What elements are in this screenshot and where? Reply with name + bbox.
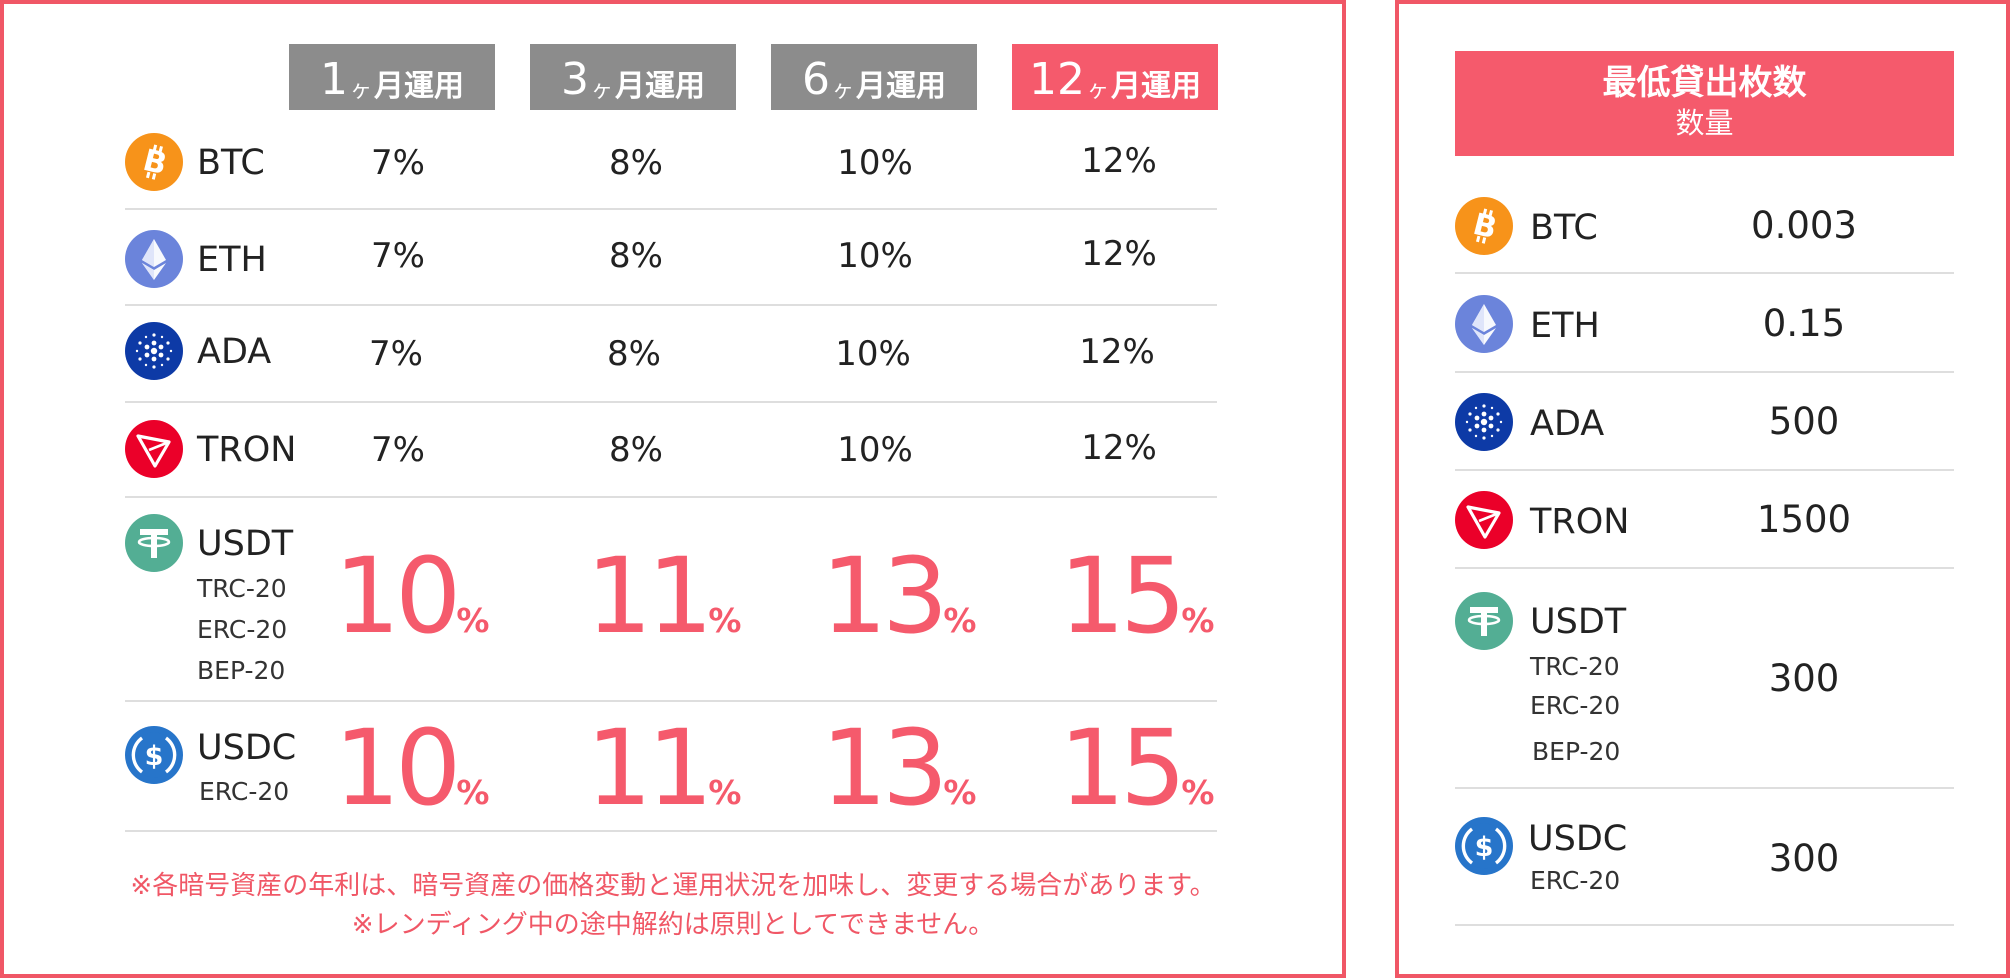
tab-number: 1 xyxy=(319,54,348,105)
minimum-panel xyxy=(1395,0,2010,978)
tab-number: 6 xyxy=(801,54,830,105)
rate-3m: 8% xyxy=(609,430,663,470)
tab-word: 月運用 xyxy=(374,69,464,104)
minimum-subtitle: 数量 xyxy=(1675,106,1734,140)
tab-number: 12 xyxy=(1028,54,1085,105)
row-divider xyxy=(125,304,1217,306)
row-symbol: USDC xyxy=(197,728,297,768)
rate-6m: 10% xyxy=(835,334,911,374)
row-symbol: ETH xyxy=(1530,306,1600,346)
rate-3m-big: 11% xyxy=(586,535,742,657)
rate-12m: 12% xyxy=(1081,141,1157,181)
row-symbol: TRON xyxy=(1530,502,1630,542)
row-symbol: ETH xyxy=(197,240,267,280)
rate-12m: 12% xyxy=(1081,234,1157,274)
cancellation-note: ※レンディング中の途中解約は原則としてできません。 xyxy=(351,910,995,940)
row-symbol: USDT xyxy=(1530,602,1627,642)
minimum-header: 最低貸出枚数 数量 xyxy=(1455,51,1954,156)
rate-6m-big: 13% xyxy=(821,535,977,657)
rate-3m: 8% xyxy=(609,236,663,276)
rate-1m: 7% xyxy=(371,236,425,276)
row-divider xyxy=(125,496,1217,498)
tab-counter: ヶ xyxy=(590,78,613,103)
cardano-icon xyxy=(125,322,183,380)
network-label: TRC-20 xyxy=(1530,652,1620,681)
rate-1m: 7% xyxy=(371,143,425,183)
network-label: BEP-20 xyxy=(1532,737,1621,766)
minimum-amount: 0.003 xyxy=(1751,204,1857,247)
rate-12m: 12% xyxy=(1079,332,1155,372)
network-label: ERC-20 xyxy=(1530,866,1621,895)
tab-word: 月運用 xyxy=(856,69,946,104)
rate-12m-big: 15% xyxy=(1059,535,1215,657)
rate-12m-big: 15% xyxy=(1059,707,1215,829)
rate-1m: 7% xyxy=(369,334,423,374)
network-label: ERC-20 xyxy=(197,615,288,644)
network-label: ERC-20 xyxy=(1530,691,1621,720)
bitcoin-icon xyxy=(125,133,183,191)
cardano-icon xyxy=(1455,393,1513,451)
tab-12-months[interactable]: 12 ヶ月運用 xyxy=(1012,44,1218,110)
row-divider xyxy=(1455,371,1954,373)
row-divider xyxy=(1455,469,1954,471)
rate-6m: 10% xyxy=(837,143,913,183)
rate-change-note: ※各暗号資産の年利は、暗号資産の価格変動と運用状況を加味し、変更する場合がありま… xyxy=(130,871,1216,901)
rate-12m: 12% xyxy=(1081,428,1157,468)
minimum-amount: 300 xyxy=(1768,657,1840,700)
rate-1m: 7% xyxy=(371,430,425,470)
row-divider xyxy=(125,401,1217,403)
rate-6m: 10% xyxy=(837,430,913,470)
row-symbol: USDC xyxy=(1528,819,1628,859)
network-label: BEP-20 xyxy=(197,656,286,685)
rate-3m-big: 11% xyxy=(586,707,742,829)
row-symbol: BTC xyxy=(197,143,265,183)
row-divider xyxy=(1455,567,1954,569)
ethereum-icon xyxy=(125,230,183,288)
row-divider xyxy=(1455,272,1954,274)
row-divider xyxy=(1455,787,1954,789)
rate-3m: 8% xyxy=(609,143,663,183)
minimum-amount: 500 xyxy=(1768,400,1840,443)
minimum-amount: 0.15 xyxy=(1762,302,1846,345)
usdc-icon xyxy=(1455,817,1513,875)
tab-counter: ヶ xyxy=(831,78,854,103)
network-label: ERC-20 xyxy=(199,777,290,806)
tab-word: 月運用 xyxy=(1111,69,1201,104)
rate-1m-big: 10% xyxy=(334,535,490,657)
rate-6m-big: 13% xyxy=(821,707,977,829)
tab-number: 3 xyxy=(560,54,589,105)
tab-6-months[interactable]: 6 ヶ月運用 xyxy=(771,44,977,110)
row-symbol: ADA xyxy=(197,332,272,372)
row-symbol: ADA xyxy=(1530,404,1605,444)
tron-icon xyxy=(1455,491,1513,549)
minimum-title: 最低貸出枚数 xyxy=(1602,63,1807,103)
minimum-amount: 300 xyxy=(1768,837,1840,880)
rate-1m-big: 10% xyxy=(334,707,490,829)
ethereum-icon xyxy=(1455,295,1513,353)
bitcoin-icon xyxy=(1455,197,1513,255)
row-divider xyxy=(1455,924,1954,926)
row-symbol: USDT xyxy=(197,524,294,564)
tab-1-month[interactable]: 1 ヶ月運用 xyxy=(289,44,495,110)
tron-icon xyxy=(125,420,183,478)
minimum-amount: 1500 xyxy=(1756,498,1852,541)
tab-counter: ヶ xyxy=(349,78,372,103)
tab-word: 月運用 xyxy=(615,69,705,104)
rate-3m: 8% xyxy=(607,334,661,374)
rates-panel xyxy=(0,0,1346,978)
row-divider xyxy=(125,700,1217,702)
row-divider xyxy=(125,830,1217,832)
tether-icon xyxy=(1455,592,1513,650)
row-divider xyxy=(125,208,1217,210)
tab-3-months[interactable]: 3 ヶ月運用 xyxy=(530,44,736,110)
usdc-icon xyxy=(125,726,183,784)
tether-icon xyxy=(125,514,183,572)
tab-counter: ヶ xyxy=(1086,78,1109,103)
rate-6m: 10% xyxy=(837,236,913,276)
row-symbol: BTC xyxy=(1530,208,1598,248)
row-symbol: TRON xyxy=(197,430,297,470)
network-label: TRC-20 xyxy=(197,574,287,603)
